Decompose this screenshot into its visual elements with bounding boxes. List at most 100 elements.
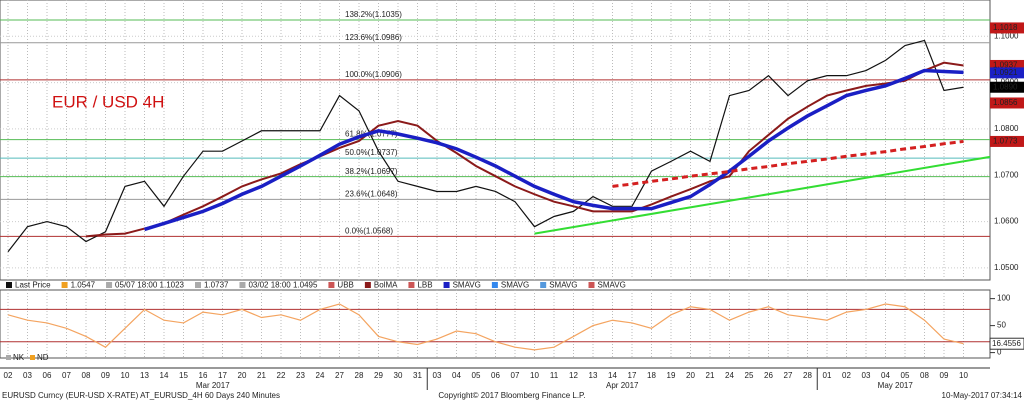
legend-swatch [61, 282, 68, 288]
x-tick-label: 05 [901, 371, 910, 380]
legend-label: 05/07 18:00 1.1023 [115, 281, 185, 290]
legend-swatch [491, 282, 498, 288]
legend-label: UBB [337, 281, 353, 290]
price-tag-label: 1.0890 [993, 82, 1018, 91]
price-tag [990, 135, 1024, 147]
x-tick-label: 01 [823, 371, 832, 380]
legend-label: SMAVG [598, 281, 626, 290]
x-tick-label: 03 [23, 371, 32, 380]
legend-swatch [106, 282, 113, 288]
legend-swatch [239, 282, 246, 288]
x-tick-label: 17 [628, 371, 637, 380]
osc-legend-label: NK [13, 353, 25, 362]
x-tick-label: 12 [569, 371, 578, 380]
legend-label: SMAVG [549, 281, 577, 290]
x-tick-label: 07 [511, 371, 520, 380]
osc-legend-label: ND [37, 353, 49, 362]
x-tick-label: 10 [530, 371, 539, 380]
fib-label: 50.0%(1.0737) [345, 148, 398, 157]
fib-label: 138.2%(1.1035) [345, 10, 402, 19]
x-tick-label: 04 [881, 371, 890, 380]
x-tick-label: 21 [706, 371, 715, 380]
x-tick-label: 11 [550, 371, 559, 380]
legend-label: SMAVG [453, 281, 481, 290]
x-tick-label: 19 [667, 371, 676, 380]
price-tag [990, 59, 1024, 71]
legend-label: 1.0547 [71, 281, 96, 290]
legend-label: BolMA [374, 281, 398, 290]
x-tick-label: 27 [335, 371, 344, 380]
osc-tag-label: 16.4556 [992, 339, 1021, 348]
legend-swatch [328, 282, 335, 288]
fib-label: 123.6%(1.0986) [345, 33, 402, 42]
osc-legend-swatch [30, 355, 35, 360]
footer-left: EURUSD Curncy (EUR-USD X-RATE) AT_EURUSD… [2, 391, 280, 400]
x-tick-label: 08 [920, 371, 929, 380]
x-tick-label: 14 [608, 371, 617, 380]
legend-swatch [443, 282, 450, 288]
y-tick-label: 1.0600 [994, 217, 1019, 226]
series-line [143, 68, 964, 232]
x-tick-label: 02 [4, 371, 13, 380]
x-tick-label: 06 [43, 371, 52, 380]
price-tag-label: 1.1018 [993, 23, 1018, 32]
x-tick-label: 23 [296, 371, 305, 380]
legend-swatch [540, 282, 547, 288]
month-label: Mar 2017 [196, 381, 230, 390]
x-tick-label: 15 [179, 371, 188, 380]
price-tag [990, 81, 1024, 93]
osc-tag [989, 337, 1024, 350]
price-tag [990, 22, 1024, 34]
x-tick-label: 04 [452, 371, 461, 380]
month-label: May 2017 [878, 381, 914, 390]
legend-label: SMAVG [501, 281, 529, 290]
x-tick-label: 09 [940, 371, 949, 380]
x-tick-label: 02 [842, 371, 851, 380]
y-tick-label: 1.0700 [994, 170, 1019, 179]
x-tick-label: 25 [745, 371, 754, 380]
price-tag-label: 1.0856 [993, 98, 1018, 107]
x-tick-label: 13 [589, 371, 598, 380]
osc-tick-label: 50 [997, 321, 1006, 330]
x-tick-label: 26 [764, 371, 773, 380]
x-tick-label: 29 [374, 371, 383, 380]
legend-label: 03/02 18:00 1.0495 [248, 281, 318, 290]
price-tag-label: 1.0921 [993, 68, 1018, 77]
x-tick-label: 17 [218, 371, 227, 380]
x-tick-label: 30 [394, 371, 403, 380]
x-tick-label: 10 [959, 371, 968, 380]
price-tag [990, 67, 1024, 79]
legend-swatch [408, 282, 415, 288]
legend-swatch [364, 282, 371, 288]
x-tick-label: 31 [413, 371, 422, 380]
x-tick-label: 20 [686, 371, 695, 380]
series-line [85, 61, 964, 238]
x-tick-label: 06 [491, 371, 500, 380]
annotation: EUR / USD 4H [52, 92, 164, 111]
x-tick-label: 10 [121, 371, 130, 380]
series-line [612, 139, 964, 188]
x-tick-label: 09 [101, 371, 110, 380]
x-tick-label: 22 [277, 371, 286, 380]
osc-tick-label: 0 [997, 348, 1002, 357]
fib-label: 38.2%(1.0697) [345, 167, 398, 176]
x-tick-label: 07 [62, 371, 71, 380]
y-tick-label: 1.0500 [994, 263, 1019, 272]
month-label: Apr 2017 [606, 381, 639, 390]
x-tick-label: 20 [238, 371, 247, 380]
legend-label: 1.0737 [204, 281, 229, 290]
x-tick-label: 05 [472, 371, 481, 380]
legend-label: Last Price [15, 281, 51, 290]
x-tick-label: 14 [160, 371, 169, 380]
trendline [534, 155, 991, 235]
fib-label: 100.0%(1.0906) [345, 70, 402, 79]
x-tick-label: 28 [803, 371, 812, 380]
y-tick-label: 1.1000 [994, 31, 1019, 40]
price-tag [990, 97, 1024, 109]
y-tick-label: 1.0800 [994, 124, 1019, 133]
x-tick-label: 03 [433, 371, 442, 380]
osc-legend-swatch [6, 355, 11, 360]
x-tick-label: 27 [784, 371, 793, 380]
x-tick-label: 08 [82, 371, 91, 380]
fib-label: 23.6%(1.0648) [345, 189, 398, 198]
